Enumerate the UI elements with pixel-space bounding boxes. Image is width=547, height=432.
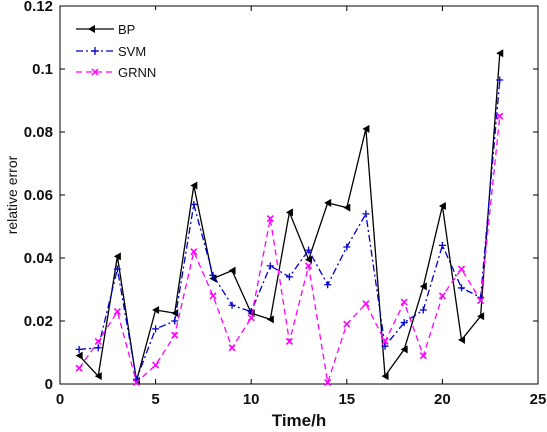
data-point-grnn (247, 314, 255, 322)
legend-marker-grnn (91, 68, 99, 76)
data-point-svm (209, 271, 217, 279)
data-point-grnn (171, 331, 179, 339)
tick-layer: 0 5 10 15 20 25 0 0.02 0.04 0.06 0.08 0.1 0.12 (24, 0, 547, 408)
data-point-grnn (75, 364, 83, 372)
data-point-bp (324, 198, 332, 207)
data-point-bp (94, 372, 102, 381)
data-point-bp (362, 124, 370, 133)
data-point-svm (419, 306, 427, 314)
y-tick-label: 0.02 (24, 313, 53, 330)
data-point-svm (285, 273, 293, 281)
data-point-grnn (94, 337, 102, 346)
x-axis-label: Time/h (272, 411, 326, 430)
legend-box (72, 10, 176, 82)
data-point-svm (94, 344, 102, 352)
data-point-bp (190, 181, 198, 190)
legend-label-grnn: GRNN (118, 65, 156, 80)
data-point-grnn (266, 215, 274, 223)
data-point-bp (228, 266, 236, 275)
data-point-svm (400, 319, 408, 327)
data-point-grnn (152, 361, 160, 369)
data-point-bp (458, 335, 466, 344)
y-tick-label: 0.04 (24, 250, 54, 267)
data-point-grnn (419, 352, 427, 360)
legend: BP SVM GRNN (72, 10, 176, 82)
data-point-bp (438, 202, 446, 211)
x-tick-label: 0 (56, 391, 64, 408)
data-point-grnn (362, 300, 370, 308)
x-tick-label: 5 (151, 391, 159, 408)
legend-marker-svm (91, 47, 99, 55)
data-point-grnn (285, 337, 294, 346)
data-point-grnn (324, 378, 332, 386)
data-point-svm (496, 76, 504, 84)
data-point-svm (438, 241, 446, 249)
data-point-grnn (209, 292, 217, 300)
data-point-grnn (496, 112, 504, 120)
data-point-bp (343, 203, 351, 212)
series-svm (75, 76, 504, 383)
data-point-bp (113, 252, 121, 261)
data-point-bp (419, 282, 427, 291)
series-layer (75, 49, 504, 386)
legend-marker-bp (88, 25, 95, 33)
y-tick-label: 0.12 (24, 0, 53, 15)
data-point-svm (458, 284, 466, 292)
data-point-grnn (113, 307, 121, 316)
data-point-grnn (400, 298, 408, 306)
x-tick-label: 20 (434, 391, 451, 408)
data-point-grnn (438, 292, 446, 300)
data-point-bp (285, 208, 293, 217)
data-point-bp (496, 49, 504, 58)
x-tick-label: 25 (530, 391, 547, 408)
data-point-grnn (343, 320, 351, 328)
legend-label-bp: BP (118, 22, 135, 37)
legend-label-svm: SVM (118, 44, 146, 59)
data-point-svm (362, 210, 370, 218)
data-point-bp (75, 351, 83, 360)
y-tick-label: 0 (45, 376, 53, 393)
data-point-svm (190, 200, 198, 208)
y-tick-label: 0.08 (24, 124, 53, 141)
data-point-svm (113, 265, 121, 273)
y-tick-label: 0.06 (24, 187, 53, 204)
data-point-grnn (477, 296, 485, 305)
data-point-svm (324, 281, 332, 289)
data-point-bp (266, 315, 274, 324)
data-point-bp (152, 305, 160, 314)
data-point-grnn (228, 344, 236, 352)
data-point-svm (381, 342, 389, 350)
data-point-grnn (190, 248, 198, 256)
data-point-bp (381, 372, 389, 381)
data-point-bp (477, 312, 485, 321)
data-point-svm (305, 246, 313, 254)
x-tick-label: 10 (243, 391, 260, 408)
data-point-svm (228, 301, 236, 309)
data-point-svm (75, 345, 83, 353)
data-point-svm (343, 243, 351, 251)
y-tick-label: 0.1 (32, 61, 53, 78)
data-point-svm (171, 317, 179, 325)
data-point-svm (152, 325, 160, 333)
x-tick-label: 15 (338, 391, 355, 408)
data-point-grnn (132, 378, 141, 386)
data-point-grnn (457, 265, 466, 273)
y-axis-label: relative error (4, 155, 20, 234)
data-point-grnn (304, 262, 313, 270)
data-point-grnn (381, 337, 389, 346)
data-point-bp (400, 345, 408, 354)
data-point-bp (305, 255, 313, 264)
data-point-svm (266, 262, 274, 270)
series-grnn (75, 112, 504, 386)
data-point-svm (247, 308, 255, 316)
